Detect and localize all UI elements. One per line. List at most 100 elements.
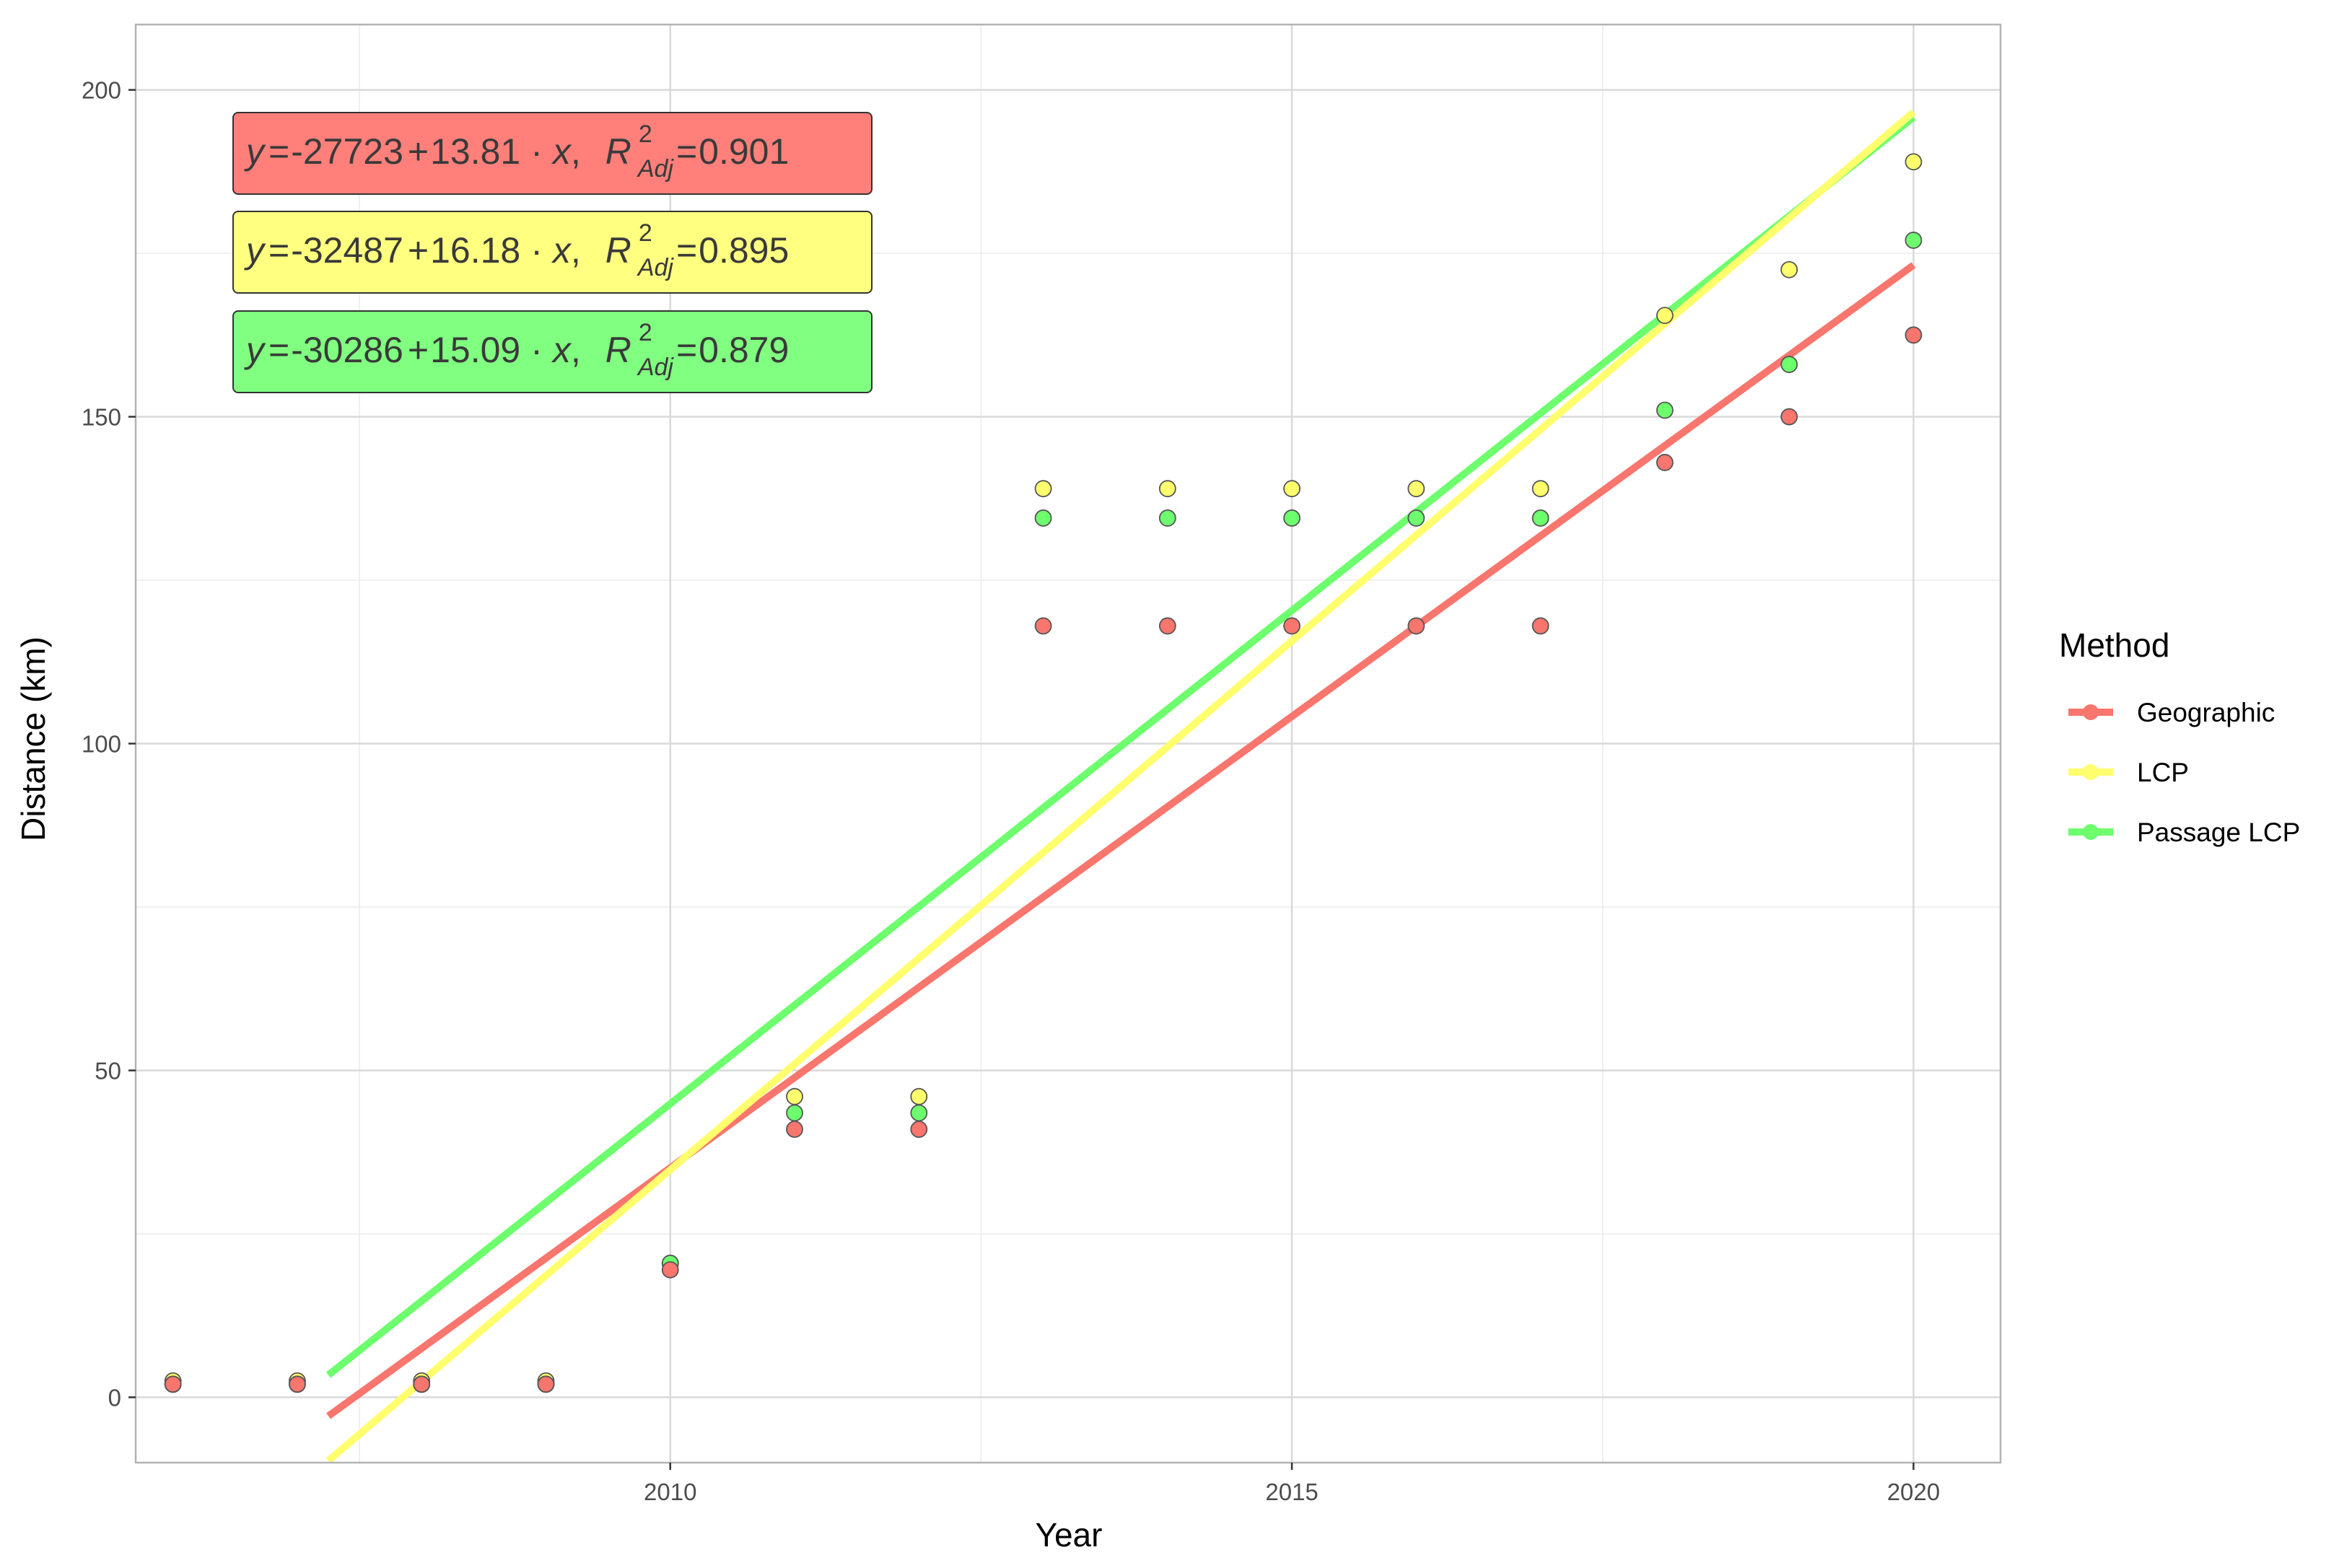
y-tick-label: 50 [95,1057,121,1084]
data-point [1905,232,1923,249]
regression-line [326,262,1916,1419]
regression-line [325,109,1916,1464]
data-point [1034,480,1052,498]
equation-box [232,211,873,294]
equation-part: -30286 [291,330,403,370]
data-point [1531,480,1549,498]
equation-part: + [408,131,429,172]
data-point [1283,480,1300,498]
equation-part: R [605,131,631,172]
equation-part: = [268,131,289,172]
equation-part: x [551,131,572,172]
data-point [1905,326,1923,344]
x-tick-label: 2020 [1887,1479,1940,1505]
equation-part: 0.879 [699,330,789,370]
x-axis-ticks: 2010 2015 2020 [644,1463,1940,1505]
data-point [289,1375,306,1393]
equation-part: -32487 [291,230,403,271]
equation-part: + [408,330,429,370]
y-tick-label: 150 [82,404,121,431]
data-point [786,1087,803,1105]
equation-label: y =-32487 +16.18 · x, R 2 Adj=0.895 [244,219,789,281]
y-axis-ticks: 0 50 100 150 200 [82,77,136,1411]
data-point [661,1261,679,1279]
legend-key-point [2083,764,2099,780]
legend-label: LCP [2137,758,2189,787]
regression-lines [325,109,1916,1464]
legend-label: Geographic [2137,698,2275,727]
data-point [1656,454,1674,471]
data-point [1034,509,1052,527]
equation-part: , [571,230,581,271]
equation-part: 2 [639,121,652,148]
y-axis-title: Distance (km) [14,636,52,841]
equation-part: · [530,131,543,172]
legend-title: Method [2059,626,2169,664]
data-point [1531,509,1549,527]
data-point [1407,509,1425,527]
equation-part: y [244,230,266,271]
equation-part: 13.81 [430,131,520,172]
equation-part: R [605,230,631,271]
equation-part: 16.18 [430,230,520,271]
equation-part: x [551,230,572,271]
data-point [1158,480,1176,498]
data-point [1407,617,1425,635]
equation-box [232,310,873,393]
equation-label: y =-30286 +15.09 · x, R 2 Adj=0.879 [244,319,789,381]
equation-part: = [676,330,697,370]
equation-part: = [268,330,289,370]
equation-part: Adj [637,155,675,183]
equation-part: = [676,230,697,271]
x-tick-label: 2015 [1265,1479,1318,1505]
data-point [1158,509,1176,527]
data-point [910,1121,928,1138]
equation-part: -27723 [291,131,403,172]
data-point [910,1087,928,1105]
legend-items: Geographic LCP Passage LCP [2068,698,2300,847]
y-tick-label: 0 [108,1384,121,1411]
data-point [1656,307,1674,325]
data-point [910,1104,928,1122]
equation-part: · [530,330,543,370]
equation-part: · [530,230,543,271]
data-point [1905,153,1923,171]
data-points [164,153,1923,1393]
data-point [413,1375,431,1393]
legend: Method Geographic LCP Passage LCP [2059,626,2300,847]
data-point [1780,356,1798,373]
equation-part: + [408,230,429,271]
y-tick-label: 200 [82,77,121,104]
regression-line [325,114,1916,1378]
equation-part: x [551,330,572,370]
data-point [164,1375,182,1393]
data-point [786,1104,803,1122]
equation-part: 0.901 [699,131,789,172]
data-point [1407,480,1425,498]
legend-label: Passage LCP [2137,818,2300,847]
data-point [1531,617,1549,635]
data-point [786,1121,803,1138]
data-point [1283,509,1300,527]
equation-box [232,112,873,195]
data-point [1034,617,1052,635]
data-point [1158,617,1176,635]
equation-part: , [571,131,581,172]
equation-part: Adj [637,354,675,381]
equation-part: y [244,131,266,172]
y-tick-label: 100 [82,731,121,758]
legend-key-point [2083,824,2099,840]
equation-part: 2 [639,319,652,346]
x-axis-title: Year [1036,1516,1103,1554]
equation-part: y [244,330,266,370]
equation-part: , [571,330,581,370]
data-point [1656,401,1674,419]
x-tick-label: 2010 [644,1479,696,1505]
equation-part: 0.895 [699,230,789,271]
equation-part: R [605,330,631,370]
equation-part: = [676,131,697,172]
data-point [1780,408,1798,426]
data-point [1283,617,1300,635]
